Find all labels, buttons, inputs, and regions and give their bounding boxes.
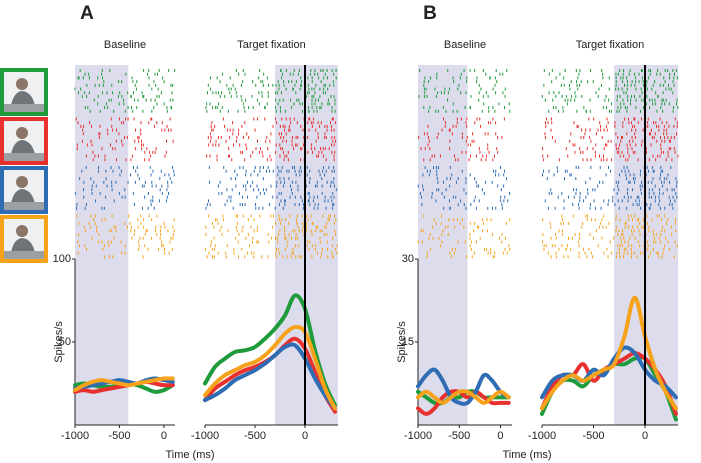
psth-line bbox=[73, 376, 175, 393]
x-tick-label: -500 bbox=[108, 430, 130, 442]
y-tick-label: 50 bbox=[59, 336, 71, 348]
icon-table bbox=[4, 251, 44, 259]
chart-title: Target fixation bbox=[576, 39, 644, 51]
psth-line bbox=[416, 389, 511, 405]
x-tick-label: -1000 bbox=[61, 430, 89, 442]
icon-table bbox=[4, 104, 44, 112]
icon-table bbox=[4, 153, 44, 161]
y-tick-label: 15 bbox=[402, 336, 414, 348]
x-tick-label: 0 bbox=[302, 430, 308, 442]
x-tick-label: 0 bbox=[497, 430, 503, 442]
y-axis-label: Spikes/s bbox=[53, 321, 65, 363]
panel-label: A bbox=[80, 3, 94, 24]
x-tick-label: -1000 bbox=[404, 430, 432, 442]
psth-line bbox=[416, 367, 511, 406]
chart-title: Baseline bbox=[444, 39, 486, 51]
chart-title: Baseline bbox=[104, 39, 146, 51]
x-tick-label: 0 bbox=[161, 430, 167, 442]
icon-table bbox=[4, 202, 44, 210]
shade bbox=[75, 65, 129, 425]
y-tick-label: 100 bbox=[53, 253, 71, 265]
psth-line bbox=[203, 342, 337, 411]
icon-head bbox=[16, 225, 28, 237]
y-axis-label: Spikes/s bbox=[396, 321, 408, 363]
psth-line bbox=[540, 295, 678, 411]
panel-label: B bbox=[423, 3, 437, 24]
x-tick-label: 0 bbox=[642, 430, 648, 442]
x-tick-label: -500 bbox=[448, 430, 470, 442]
icon-head bbox=[16, 78, 28, 90]
y-tick-label: 30 bbox=[402, 253, 414, 265]
x-axis-label: Time (ms) bbox=[165, 449, 214, 461]
x-tick-label: -1000 bbox=[528, 430, 556, 442]
psth-line bbox=[203, 324, 337, 411]
x-tick-label: -500 bbox=[244, 430, 266, 442]
psth-line bbox=[416, 389, 511, 416]
shade bbox=[418, 65, 468, 425]
x-tick-label: -500 bbox=[582, 430, 604, 442]
x-axis-label: Time (ms) bbox=[502, 449, 551, 461]
x-tick-label: -1000 bbox=[191, 430, 219, 442]
icon-head bbox=[16, 176, 28, 188]
chart-title: Target fixation bbox=[237, 39, 305, 51]
psth-line bbox=[203, 293, 337, 408]
icon-head bbox=[16, 127, 28, 139]
